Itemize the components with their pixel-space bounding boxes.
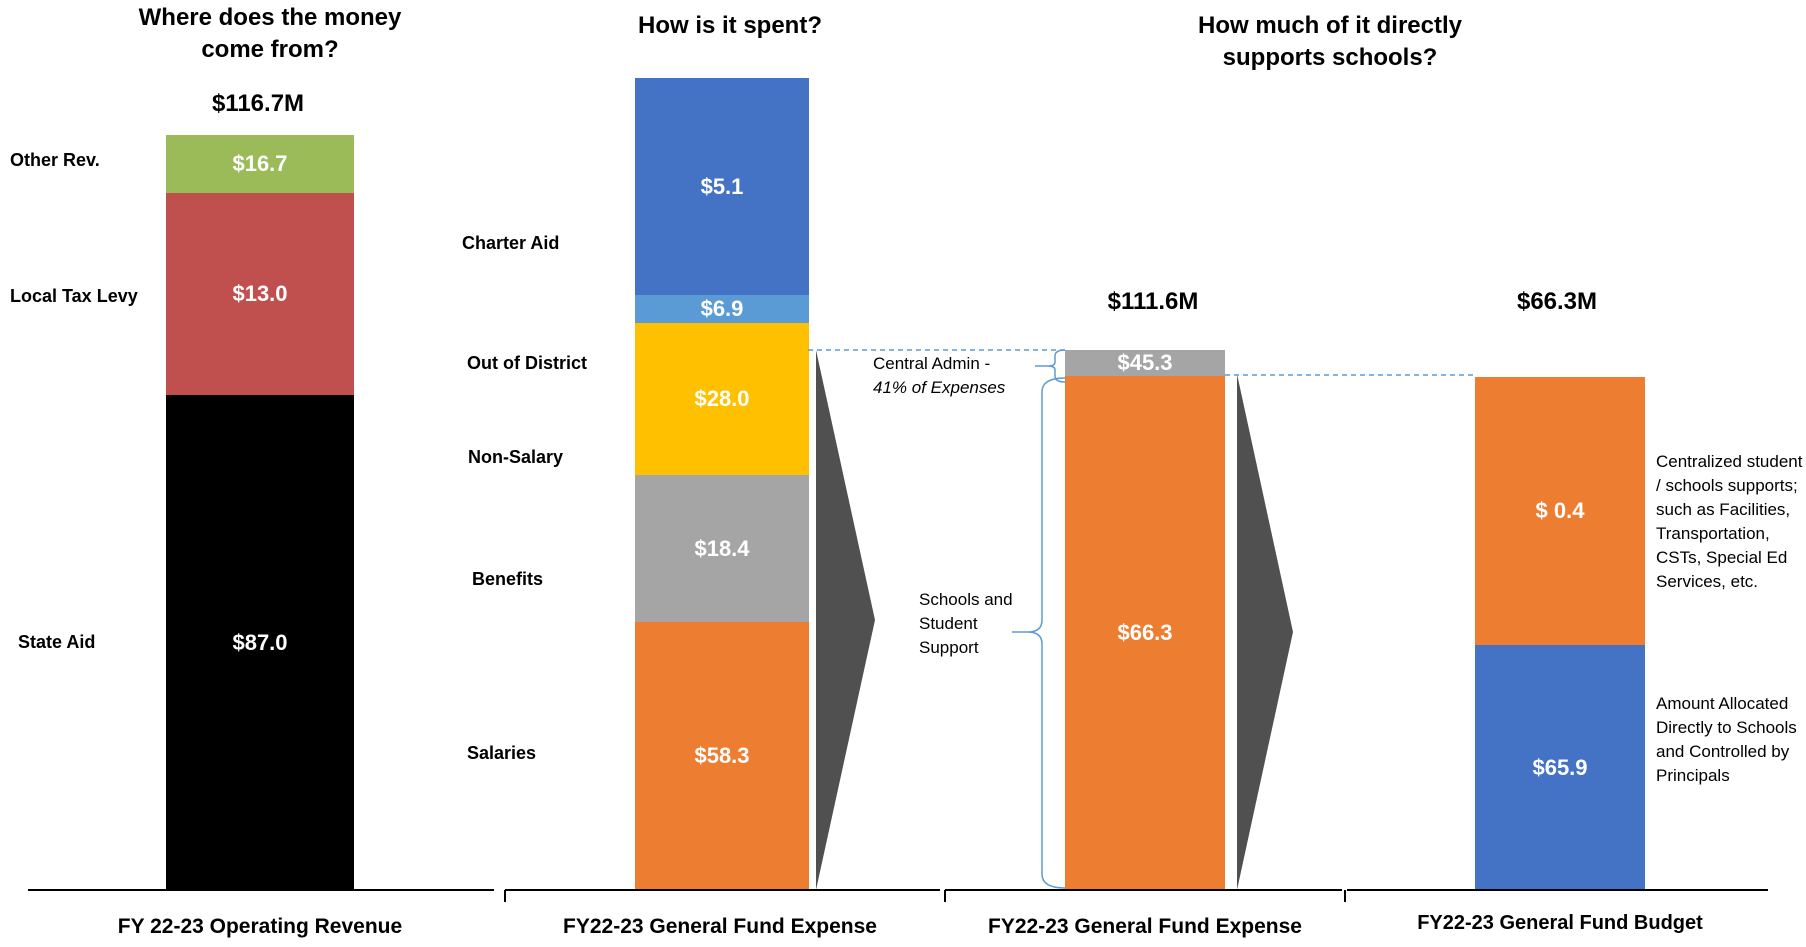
arrow-expense-to-net — [816, 350, 875, 890]
bar-value-label: $58.3 — [694, 743, 750, 768]
heading-schools: How much of it directly supports schools… — [1197, 12, 1463, 71]
bar-value-label: $66.3 — [1117, 620, 1173, 645]
label-non-salary: Non-Salary — [468, 447, 564, 467]
total-budget: $66.3M — [1516, 288, 1598, 315]
bar-value-label: $87.0 — [232, 629, 288, 655]
brace-schools-support — [1027, 377, 1066, 889]
bar-segment: $16.7 — [166, 135, 354, 193]
bar-value-label: $6.9 — [700, 296, 744, 321]
bar-segment: $58.3 — [635, 622, 809, 890]
bar-value-label: $28.0 — [694, 386, 750, 411]
arrow-net-to-budget — [1237, 374, 1293, 890]
footer-expense: FY22-23 General Fund Expense — [563, 915, 877, 938]
bar-value-label: $ 0.4 — [1535, 498, 1585, 523]
total-revenue: $116.7M — [211, 90, 305, 117]
label-out-of-district: Out of District — [467, 353, 587, 373]
note-central-admin-line1: Central Admin - — [873, 354, 991, 373]
total-expense-net: $111.6M — [1107, 288, 1199, 315]
label-charter-aid: Charter Aid — [462, 233, 560, 253]
label-benefits: Benefits — [472, 569, 544, 589]
bar-value-label: $18.4 — [694, 535, 750, 561]
bar-value-label: $65.9 — [1532, 754, 1588, 780]
note-allocated: Amount Allocated Directly to Schools and… — [1656, 694, 1797, 785]
note-centralized: Centralized student / schools supports; … — [1656, 452, 1803, 591]
bar-segment: $6.9 — [635, 295, 809, 323]
label-salaries: Salaries — [467, 743, 537, 763]
heading-revenue: Where does the money come from? — [138, 4, 402, 63]
bar-segment: $5.1 — [635, 78, 809, 295]
note-central-admin-line2: 41% of Expenses — [873, 378, 1006, 397]
bar-segment: $28.0 — [635, 323, 809, 475]
footer-revenue: FY 22-23 Operating Revenue — [117, 915, 403, 938]
bar-segment: $65.9 — [1475, 645, 1645, 890]
label-state-aid: State Aid — [18, 632, 96, 652]
brace-central-admin — [1047, 349, 1066, 383]
bar-segment: $13.0 — [166, 193, 354, 395]
bar-segment: $66.3 — [1065, 376, 1225, 890]
heading-spent: How is it spent? — [637, 12, 822, 39]
note-central-admin: Central Admin - 41% of Expenses — [873, 352, 1043, 400]
footer-expense-net: FY22-23 General Fund Expense — [988, 915, 1302, 938]
footer-budget: FY22-23 General Fund Budget — [1417, 912, 1703, 934]
bar-segment: $45.3 — [1065, 350, 1225, 376]
bar-segment: $ 0.4 — [1475, 377, 1645, 645]
bar-value-label: $5.1 — [700, 173, 744, 199]
bar-segment: $87.0 — [166, 395, 354, 890]
bar-segment: $18.4 — [635, 475, 809, 622]
bar-value-label: $16.7 — [232, 151, 288, 176]
label-local-tax-levy: Local Tax Levy — [10, 286, 138, 306]
bar-value-label: $13.0 — [232, 281, 288, 306]
label-other-rev: Other Rev. — [10, 150, 100, 170]
note-schools-support: Schools and Student Support — [919, 590, 1013, 657]
bar-value-label: $45.3 — [1117, 350, 1173, 375]
